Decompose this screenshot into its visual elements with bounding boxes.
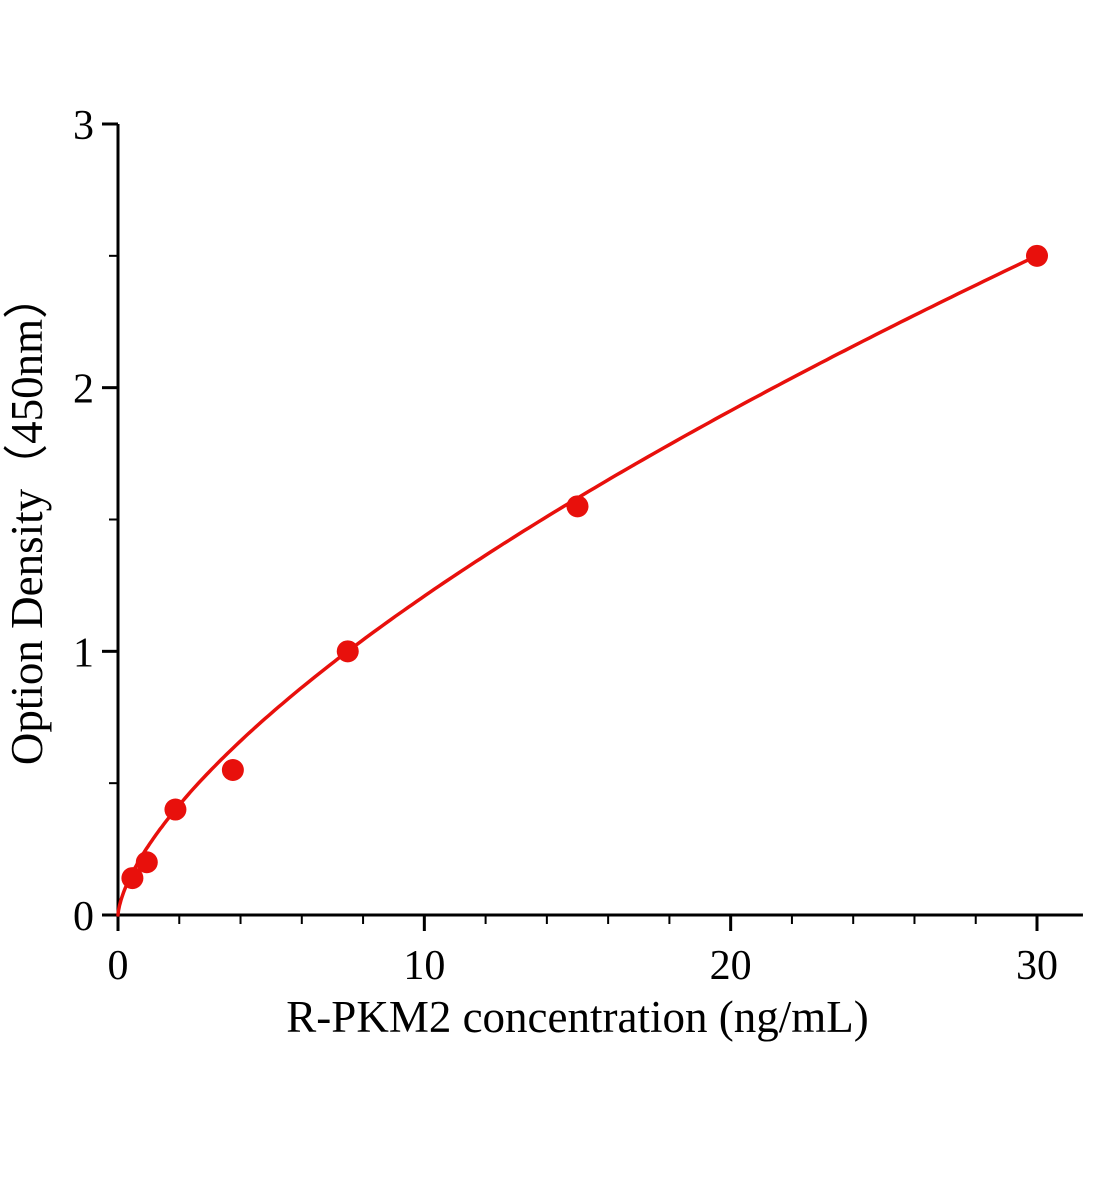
y-tick-label: 0 xyxy=(73,894,94,940)
data-point xyxy=(164,798,187,821)
x-tick-label: 20 xyxy=(710,943,752,989)
y-tick-label: 2 xyxy=(73,367,94,413)
x-tick-label: 0 xyxy=(108,943,129,989)
fit-curve xyxy=(116,254,1039,917)
x-tick-label: 30 xyxy=(1016,943,1058,989)
data-point xyxy=(135,851,158,874)
data-point xyxy=(221,758,244,781)
x-axis-title: R-PKM2 concentration (ng/mL) xyxy=(286,992,868,1042)
y-tick-label: 3 xyxy=(73,103,94,149)
y-axis-title: Option Density（450nm） xyxy=(2,274,52,765)
x-tick-label: 10 xyxy=(403,943,445,989)
y-tick-label: 1 xyxy=(73,630,94,676)
data-point xyxy=(336,640,359,663)
data-point xyxy=(1026,244,1048,267)
data-point xyxy=(121,867,144,890)
data-point xyxy=(566,495,589,518)
